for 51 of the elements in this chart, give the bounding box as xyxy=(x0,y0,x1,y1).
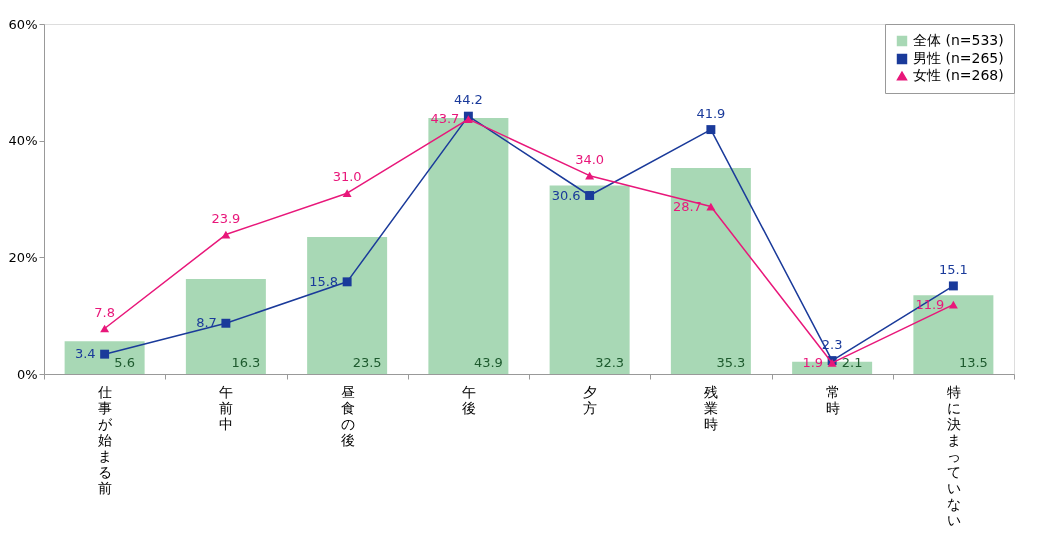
data-label: 13.5 xyxy=(958,355,988,370)
category-label: 特に決まっていない xyxy=(946,383,961,528)
data-label: 28.7 xyxy=(672,198,702,214)
data-label: 35.3 xyxy=(716,355,746,370)
y-tick-label: 0% xyxy=(16,366,38,382)
point xyxy=(463,115,473,123)
point xyxy=(585,191,595,200)
data-label: 3.4 xyxy=(74,346,96,362)
x-tick-label: 午前中 xyxy=(219,383,234,432)
data-label: 7.8 xyxy=(94,304,115,320)
bar xyxy=(549,185,630,374)
point xyxy=(706,125,716,135)
data-label: 30.6 xyxy=(551,187,581,203)
bar xyxy=(913,295,994,374)
point xyxy=(342,277,352,287)
point xyxy=(221,318,231,328)
point xyxy=(585,171,595,180)
point xyxy=(948,281,958,291)
legend-label: 全体 (n=533) xyxy=(913,32,1004,48)
data-label: 8.7 xyxy=(196,315,217,331)
x-tick-label: 仕事が始まる前 xyxy=(97,383,114,496)
data-label: 15.1 xyxy=(938,261,968,277)
y-tick-label: 40% xyxy=(8,133,38,149)
data-label: 31.0 xyxy=(332,169,362,185)
data-label: 5.6 xyxy=(114,355,135,370)
x-tick-label: 昼食の後 xyxy=(340,383,355,448)
x-tick-label: 午後 xyxy=(461,383,476,416)
data-label: 34.0 xyxy=(575,151,605,167)
bar xyxy=(64,341,145,374)
x-tick-label: 常時 xyxy=(825,383,840,416)
point xyxy=(342,189,352,198)
data-label: 23.5 xyxy=(352,355,382,370)
y-tick-label: 20% xyxy=(8,249,38,265)
y-tick-label: 60% xyxy=(8,16,38,32)
point xyxy=(100,349,110,359)
legend-label: 女性 (n=268) xyxy=(913,67,1004,83)
x-tick-label: 残業時 xyxy=(704,383,719,432)
data-label: 23.9 xyxy=(211,210,241,226)
data-label: 15.8 xyxy=(309,273,339,289)
legend-label: 男性 (n=265) xyxy=(913,50,1004,66)
data-label: 1.9 xyxy=(802,354,824,370)
data-label: 43.7 xyxy=(430,111,460,127)
x-tick-label: 夕方 xyxy=(583,383,598,416)
data-label: 41.9 xyxy=(696,105,726,121)
bar xyxy=(670,168,751,374)
data-label: 32.3 xyxy=(595,355,625,370)
bar xyxy=(185,278,266,374)
data-label: 43.9 xyxy=(473,355,503,370)
data-label: 44.2 xyxy=(453,92,483,108)
bar xyxy=(307,236,388,374)
data-label: 16.3 xyxy=(231,355,261,370)
